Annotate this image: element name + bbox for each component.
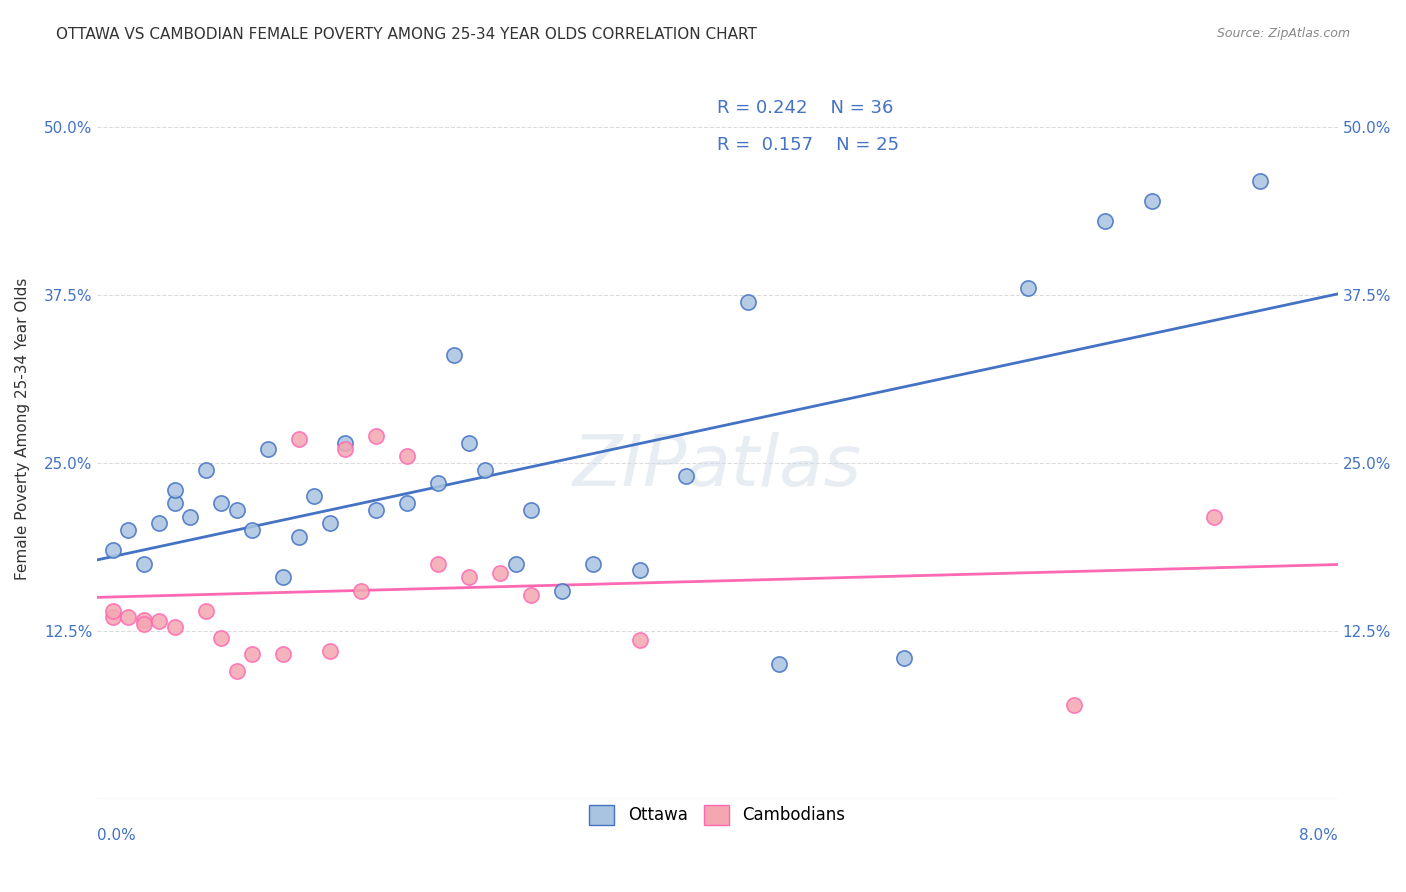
Point [675, 469, 697, 483]
Point [101, 604, 124, 618]
Point [209, 496, 232, 510]
Text: OTTAWA VS CAMBODIAN FEMALE POVERTY AMONG 25-34 YEAR OLDS CORRELATION CHART: OTTAWA VS CAMBODIAN FEMALE POVERTY AMONG… [56, 27, 756, 42]
Point [1094, 214, 1116, 228]
Point [427, 475, 450, 490]
Text: 8.0%: 8.0% [1299, 829, 1337, 844]
Point [335, 442, 357, 457]
Point [366, 503, 388, 517]
Point [458, 435, 481, 450]
Point [1017, 281, 1039, 295]
Point [148, 615, 170, 629]
Point [458, 570, 481, 584]
Point [225, 503, 247, 517]
Point [209, 631, 232, 645]
Point [335, 435, 357, 450]
Point [117, 523, 139, 537]
Point [350, 583, 373, 598]
Point [319, 516, 342, 531]
Point [628, 563, 651, 577]
Point [179, 509, 201, 524]
Point [117, 610, 139, 624]
Point [427, 557, 450, 571]
Point [489, 566, 512, 580]
Point [132, 613, 155, 627]
Point [505, 557, 527, 571]
Point [551, 583, 574, 598]
Text: R = 0.242    N = 36: R = 0.242 N = 36 [717, 99, 894, 117]
Point [163, 620, 186, 634]
Point [225, 664, 247, 678]
Point [132, 617, 155, 632]
Point [271, 570, 294, 584]
Point [474, 462, 496, 476]
Point [132, 557, 155, 571]
Point [240, 647, 263, 661]
Y-axis label: Female Poverty Among 25-34 Year Olds: Female Poverty Among 25-34 Year Olds [15, 278, 30, 581]
Text: 0.0%: 0.0% [97, 829, 136, 844]
Point [1063, 698, 1085, 712]
Point [893, 650, 915, 665]
Point [520, 503, 543, 517]
Point [319, 644, 342, 658]
Point [1140, 194, 1163, 208]
Text: ZIPatlas: ZIPatlas [572, 432, 862, 500]
Point [768, 657, 790, 672]
Point [194, 604, 217, 618]
Point [101, 543, 124, 558]
Point [628, 633, 651, 648]
Point [194, 462, 217, 476]
Text: Source: ZipAtlas.com: Source: ZipAtlas.com [1216, 27, 1350, 40]
Point [288, 530, 311, 544]
Point [396, 449, 419, 463]
Point [366, 429, 388, 443]
Point [163, 483, 186, 497]
Point [737, 294, 759, 309]
Text: R =  0.157    N = 25: R = 0.157 N = 25 [717, 136, 900, 153]
Point [1202, 509, 1225, 524]
Point [443, 348, 465, 362]
Legend: Ottawa, Cambodians: Ottawa, Cambodians [579, 795, 855, 835]
Point [271, 647, 294, 661]
Point [520, 588, 543, 602]
Point [148, 516, 170, 531]
Point [163, 496, 186, 510]
Point [582, 557, 605, 571]
Point [240, 523, 263, 537]
Point [1249, 173, 1271, 187]
Point [101, 610, 124, 624]
Point [256, 442, 278, 457]
Point [288, 432, 311, 446]
Point [396, 496, 419, 510]
Point [304, 490, 326, 504]
